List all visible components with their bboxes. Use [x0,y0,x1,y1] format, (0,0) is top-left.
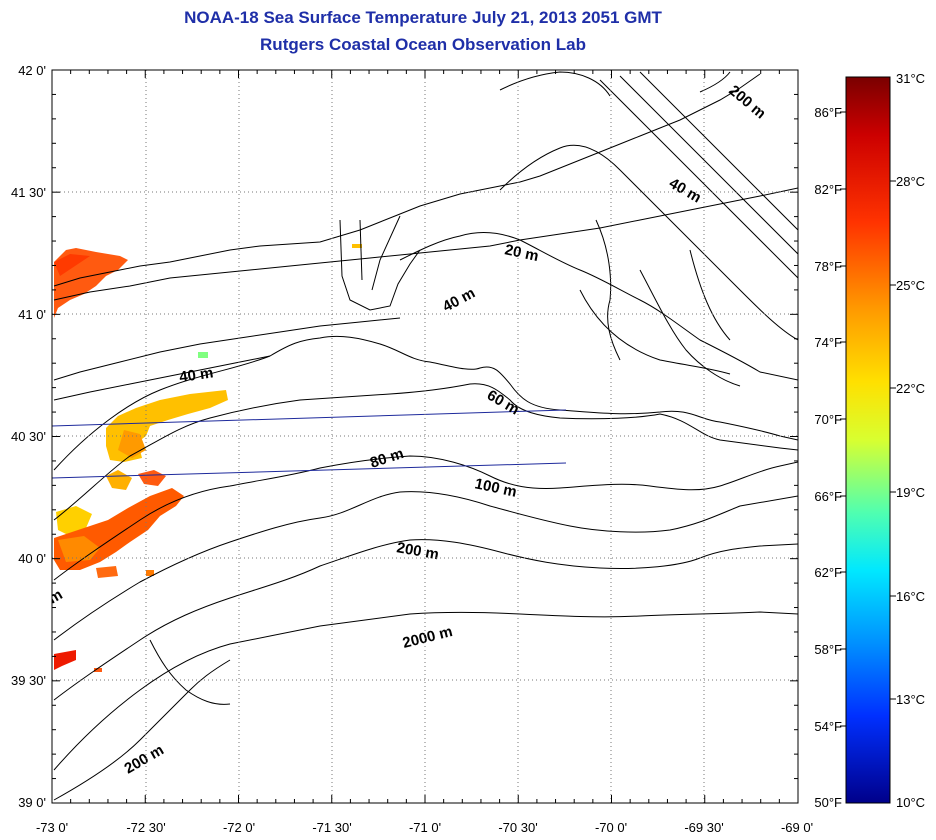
fahrenheit-tick-label: 62°F [814,565,842,580]
lon-tick-label: -71 0' [409,820,441,835]
sst-patches [54,244,362,672]
fahrenheit-tick-label: 66°F [814,489,842,504]
fahrenheit-tick-label: 78°F [814,259,842,274]
contour-label: 40 m [178,364,214,386]
lon-tick-label: -73 0' [36,820,68,835]
celsius-tick-label: 31°C [896,71,925,86]
lat-tick-label: 40 0' [18,551,46,566]
celsius-tick-label: 13°C [896,692,925,707]
contour-label-group: 20 m 40 m 40 m 40 m 60 m 80 m 100 m 200 … [46,82,769,777]
map-content: 20 m 40 m 40 m 40 m 60 m 80 m 100 m 200 … [46,71,798,801]
lat-tick-label: 39 0' [18,795,46,810]
fahrenheit-tick-label: 50°F [814,795,842,810]
lon-tick-label: -71 30' [312,820,351,835]
contour-label: 20 m [503,241,540,265]
lat-tick-label: 40 30' [11,429,46,444]
map-subtitle: Rutgers Coastal Ocean Observation Lab [260,35,586,54]
fahrenheit-tick-label: 70°F [814,412,842,427]
celsius-tick-label: 22°C [896,381,925,396]
lon-tick-label: -69 0' [781,820,813,835]
contour-label: 200 m [122,741,167,777]
fahrenheit-tick-label: 74°F [814,335,842,350]
grid-lines [52,70,798,803]
fahrenheit-tick-label: 82°F [814,182,842,197]
lon-tick-label: -72 0' [223,820,255,835]
map-area[interactable]: 20 m 40 m 40 m 40 m 60 m 80 m 100 m 200 … [46,69,799,804]
celsius-tick-label: 16°C [896,589,925,604]
colorbar-ticks [840,111,896,727]
lon-tick-label: -70 0' [595,820,627,835]
colorbar: 31°C 28°C 25°C 22°C 19°C 16°C 13°C 10°C … [814,71,925,810]
lat-tick-label: 41 30' [11,185,46,200]
contour-label: 2000 m [401,623,454,652]
celsius-tick-label: 25°C [896,278,925,293]
lon-axis: -73 0' -72 30' -72 0' -71 30' -71 0' -70… [36,820,813,835]
contour-lines [53,71,798,801]
map-title: NOAA-18 Sea Surface Temperature July 21,… [184,8,662,27]
fahrenheit-tick-label: 54°F [814,719,842,734]
lon-tick-label: -72 30' [126,820,165,835]
celsius-tick-label: 10°C [896,795,925,810]
contour-label: 100 m [473,475,518,500]
lat-tick-label: 42 0' [18,63,46,78]
contour-label: 40 m [440,284,478,315]
contour-label: 40 m [666,175,704,207]
celsius-tick-label: 19°C [896,485,925,500]
colorbar-scale [845,76,891,804]
contour-label: 200 m [725,82,769,122]
lat-axis: 39 0' 39 30' 40 0' 40 30' 41 0' 41 30' 4… [11,63,46,810]
lon-tick-label: -70 30' [498,820,537,835]
fahrenheit-tick-label: 86°F [814,105,842,120]
contour-label: m [46,586,66,607]
lon-tick-label: -69 30' [684,820,723,835]
lat-tick-label: 41 0' [18,307,46,322]
celsius-tick-label: 28°C [896,174,925,189]
track-lines [52,409,567,479]
fahrenheit-tick-label: 58°F [814,642,842,657]
lat-tick-label: 39 30' [11,673,46,688]
tick-marks [51,69,799,804]
contour-label: 200 m [395,539,440,563]
